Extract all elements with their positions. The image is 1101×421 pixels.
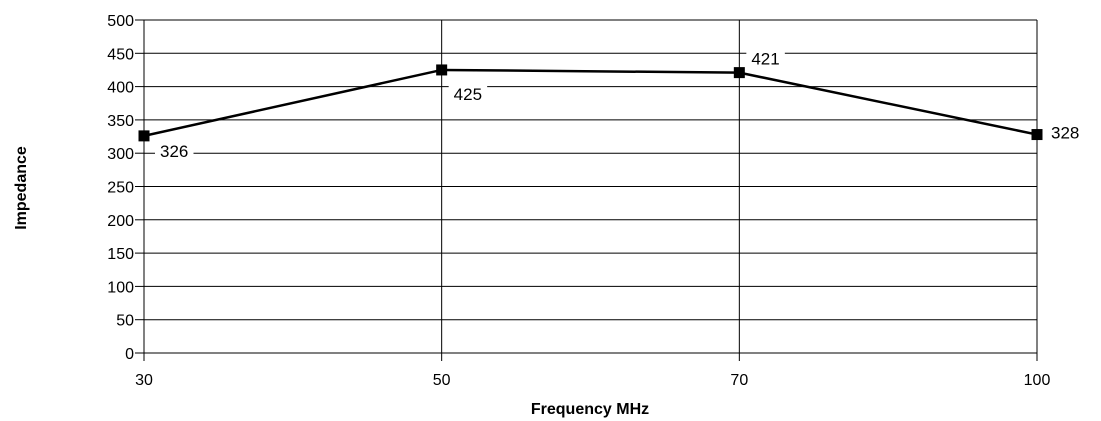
y-axis-title: Impedance	[13, 146, 30, 230]
label-layer: 326 425 421 328	[155, 47, 1085, 161]
series-line	[143, 68, 1038, 138]
data-label-bg	[448, 82, 488, 103]
data-label: 328	[1051, 124, 1079, 143]
y-tick-label: 400	[107, 80, 134, 97]
data-point-marker	[1031, 129, 1043, 141]
x-axis-title: Frequency MHz	[531, 401, 649, 418]
data-label: 425	[454, 85, 482, 104]
data-label-bg	[746, 47, 785, 68]
data-point-marker	[733, 67, 745, 79]
y-tick-label: 450	[107, 46, 134, 63]
y-tick-label: 300	[107, 146, 134, 163]
x-tick-label: 70	[730, 372, 748, 389]
data-label: 326	[160, 142, 188, 161]
y-tick-label: 350	[107, 113, 134, 130]
y-tick-label: 250	[107, 180, 134, 197]
data-point-marker	[436, 64, 448, 76]
y-tick-label: 150	[107, 246, 134, 263]
x-tick-label: 30	[135, 372, 153, 389]
data-label-bg	[1046, 121, 1085, 142]
axis-layer: 0 50 100 150 200 250 300 350 400 450 500 30 50 70 100	[107, 13, 1050, 389]
y-tick-label: 0	[125, 346, 134, 363]
x-tick-label: 100	[1024, 372, 1051, 389]
series-layer	[138, 64, 1043, 142]
x-tick-label: 50	[433, 372, 451, 389]
y-tick-label: 500	[107, 13, 134, 30]
y-tick-label: 50	[116, 313, 134, 330]
y-tick-label: 200	[107, 213, 134, 230]
grid-layer	[143, 19, 1038, 353]
data-label: 421	[751, 50, 779, 69]
data-label-bg	[155, 139, 194, 160]
data-point-marker	[138, 130, 150, 142]
y-tick-label: 100	[107, 279, 134, 296]
